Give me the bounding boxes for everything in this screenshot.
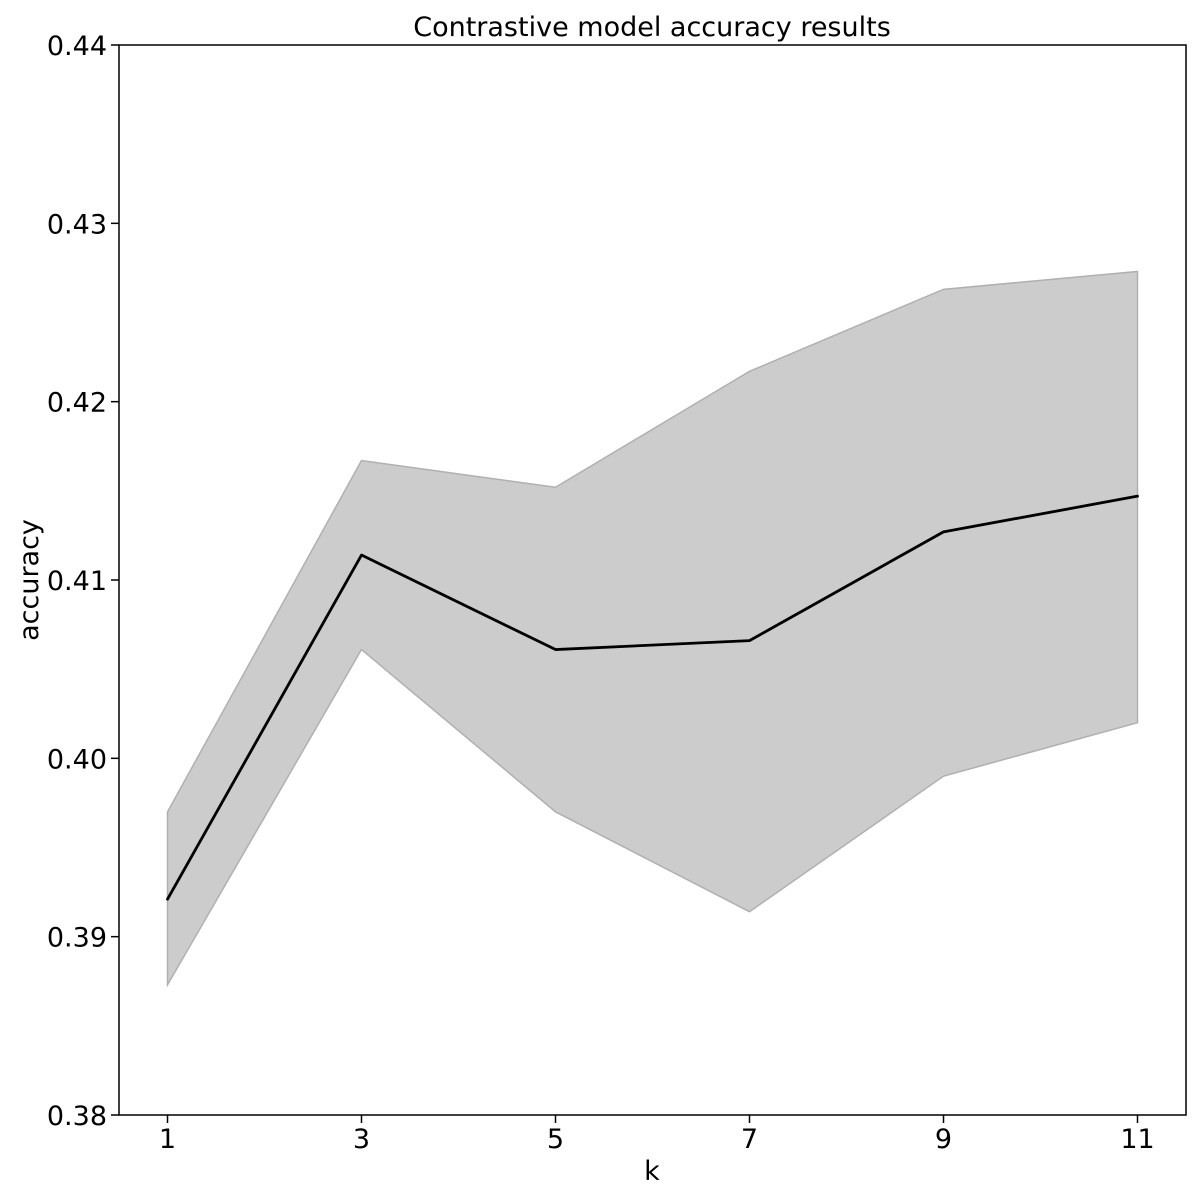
y-tick-label: 0.40 bbox=[47, 744, 107, 775]
x-tick-label: 1 bbox=[159, 1124, 176, 1155]
series-line-layer bbox=[166, 494, 1139, 901]
y-axis-label: accuracy bbox=[14, 519, 45, 641]
y-tick-label: 0.44 bbox=[47, 31, 107, 62]
x-ticks: 1 3 5 7 9 11 bbox=[159, 1115, 1155, 1155]
x-tick-label: 3 bbox=[353, 1124, 370, 1155]
confidence-band-layer bbox=[166, 270, 1139, 988]
x-tick-label: 7 bbox=[741, 1124, 758, 1155]
x-tick-label: 9 bbox=[935, 1124, 952, 1155]
y-tick-label: 0.38 bbox=[47, 1101, 107, 1132]
series-line-0 bbox=[166, 494, 1139, 901]
confidence-band bbox=[166, 270, 1139, 988]
y-tick-label: 0.41 bbox=[47, 566, 107, 597]
y-ticks: 0.38 0.39 0.40 0.41 0.42 0.43 0.44 bbox=[47, 31, 119, 1132]
x-tick-label: 5 bbox=[547, 1124, 564, 1155]
x-tick-label: 11 bbox=[1120, 1124, 1154, 1155]
y-tick-label: 0.39 bbox=[47, 923, 107, 954]
chart-title: Contrastive model accuracy results bbox=[413, 12, 891, 43]
y-tick-label: 0.42 bbox=[47, 388, 107, 419]
x-axis-label: k bbox=[644, 1156, 660, 1187]
y-tick-label: 0.43 bbox=[47, 209, 107, 240]
